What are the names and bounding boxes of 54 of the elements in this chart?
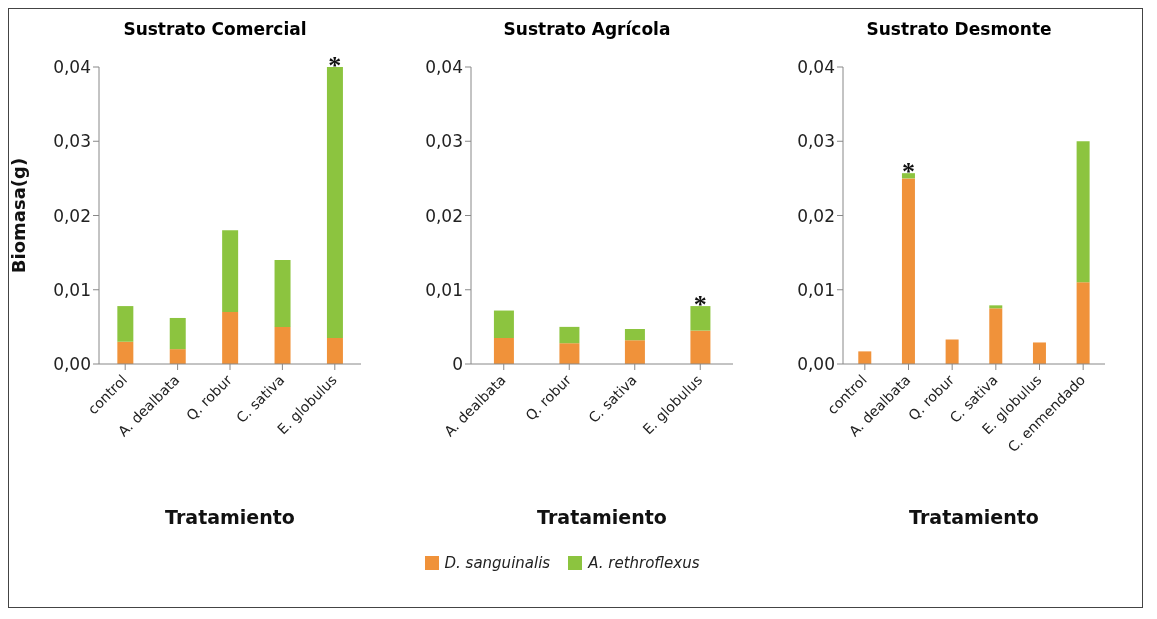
y-tick-label: 0,00 — [53, 354, 91, 375]
bar — [989, 308, 1003, 364]
chart-title: Sustrato Agrícola — [502, 19, 672, 41]
bar — [169, 317, 186, 350]
bar — [117, 341, 134, 364]
y-tick-label: 0 — [452, 354, 463, 375]
bar — [690, 330, 711, 364]
bar — [493, 338, 514, 364]
bar — [989, 305, 1003, 309]
x-axis-title: Tratamiento — [909, 506, 1039, 528]
y-tick-label: 0,00 — [797, 354, 835, 375]
y-tick-label: 0,04 — [797, 57, 835, 78]
bar — [1076, 282, 1090, 364]
bar — [1032, 342, 1046, 364]
y-tick-label: 0,02 — [797, 205, 835, 226]
y-tick-label: 0,02 — [425, 205, 463, 226]
bar — [901, 178, 915, 364]
bar — [901, 173, 915, 179]
y-tick-label: 0,04 — [53, 57, 91, 78]
y-tick-label: 0,03 — [797, 131, 835, 152]
bar — [945, 339, 959, 364]
bar — [559, 326, 580, 344]
y-tick-label: 0,01 — [797, 279, 835, 300]
y-tick-label: 0,03 — [53, 131, 91, 152]
chart-title: Sustrato Desmonte — [865, 19, 1053, 41]
bar — [169, 349, 186, 364]
legend-label: D. sanguinalis — [444, 554, 551, 572]
y-tick-label: 0,02 — [53, 205, 91, 226]
chart-title: Sustrato Comercial — [122, 19, 308, 41]
bar — [326, 338, 343, 364]
annotation: * — [693, 290, 707, 320]
bar — [117, 306, 134, 342]
y-axis-title: Biomasa(g) — [8, 157, 30, 274]
bar — [624, 329, 645, 341]
bar — [222, 230, 239, 313]
x-axis-title: Tratamiento — [537, 506, 667, 528]
x-axis-title: Tratamiento — [165, 506, 295, 528]
bar — [858, 351, 872, 364]
bar — [274, 326, 291, 364]
annotation: * — [328, 51, 342, 80]
y-tick-label: 0,03 — [425, 131, 463, 152]
bar — [559, 343, 580, 364]
bar — [274, 260, 291, 327]
bar — [222, 312, 239, 364]
bar — [690, 306, 711, 331]
y-tick-label: 0,01 — [425, 279, 463, 300]
bar — [493, 310, 514, 339]
bar — [624, 340, 645, 364]
legend-label: A. rethroflexus — [588, 554, 700, 572]
bar — [1076, 141, 1090, 283]
y-tick-label: 0,04 — [425, 57, 463, 78]
annotation: * — [902, 157, 915, 187]
y-tick-label: 0,01 — [53, 279, 91, 300]
bar — [326, 67, 343, 339]
